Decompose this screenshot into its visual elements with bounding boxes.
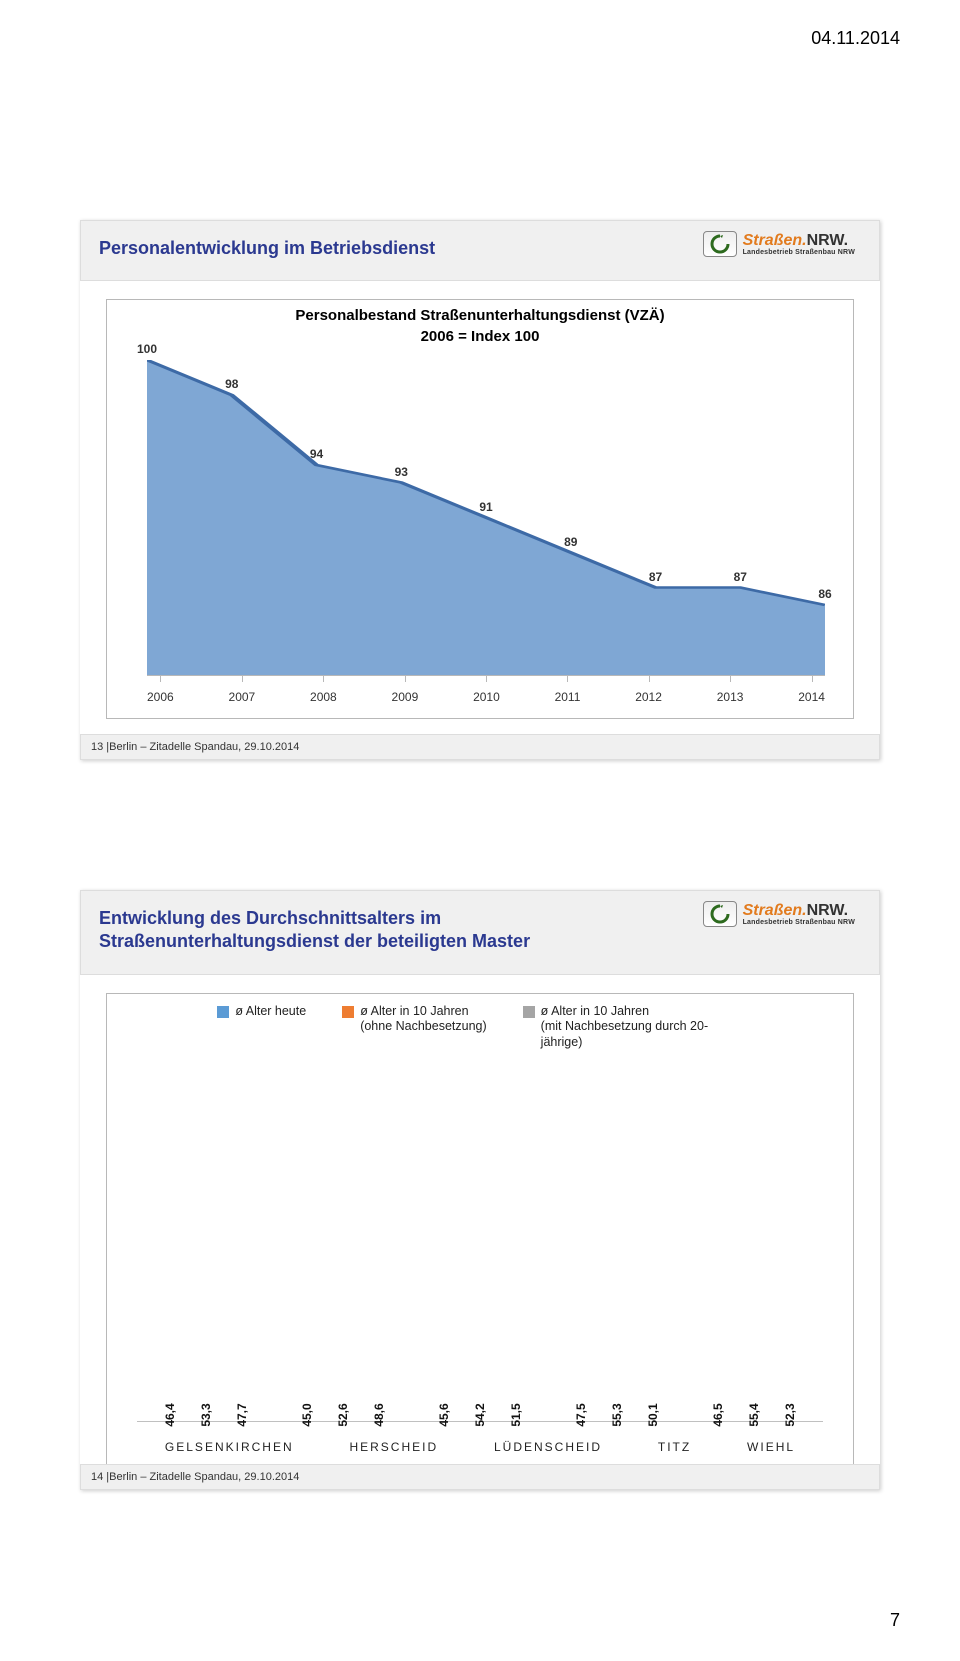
area-xaxis-tick: 2008 xyxy=(310,690,337,704)
area-chart-title-l2: 2006 = Index 100 xyxy=(421,328,540,345)
area-chart: Personalbestand Straßenunterhaltungsdien… xyxy=(106,299,854,719)
legend-item: ø Alter in 10 Jahren(mit Nachbesetzung d… xyxy=(523,1004,743,1051)
legend-item: ø Alter in 10 Jahren(ohne Nachbesetzung) xyxy=(342,1004,486,1051)
bar-value-label: 50,1 xyxy=(646,1403,660,1426)
logo-sub: Landesbetrieb Straßenbau NRW xyxy=(743,919,855,926)
area-xaxis: 2006 2007 2008 2009 2010 2011 2012 2013 2014 xyxy=(147,690,825,704)
page: 04.11.2014 7 Personalentwicklung im Betr… xyxy=(0,0,960,1661)
area-value-label: 89 xyxy=(564,535,577,553)
bar-value-label: 55,3 xyxy=(610,1403,624,1426)
bar-group-labels: GELSENKIRCHEN HERSCHEID LÜDENSCHEID TITZ WIE… xyxy=(137,1440,823,1454)
area-xaxis-tick: 2007 xyxy=(229,690,256,704)
logo-main-right: NRW. xyxy=(807,902,848,919)
bar-value-label: 47,5 xyxy=(574,1403,588,1426)
legend-label: ø Alter in 10 Jahren(ohne Nachbesetzung) xyxy=(360,1004,486,1035)
area-xaxis-tick: 2006 xyxy=(147,690,174,704)
bar-value-label: 47,7 xyxy=(235,1403,249,1426)
area-xaxis-tick: 2014 xyxy=(798,690,825,704)
bar-value-label: 51,5 xyxy=(509,1403,523,1426)
logo-main-left: Straßen. xyxy=(743,232,807,249)
area-xaxis-tick: 2012 xyxy=(635,690,662,704)
page-number: 7 xyxy=(890,1610,900,1631)
slide2-footer: 14 |Berlin – Zitadelle Spandau, 29.10.20… xyxy=(80,1464,880,1490)
logo: Straßen.NRW. Landesbetrieb Straßenbau NR… xyxy=(703,901,855,927)
slide1-footer: 13 |Berlin – Zitadelle Spandau, 29.10.20… xyxy=(80,734,880,760)
bar-group-label: HERSCHEID xyxy=(349,1440,438,1454)
area-value-label: 86 xyxy=(818,587,831,605)
area-value-label: 98 xyxy=(225,377,238,395)
legend-label: ø Alter in 10 Jahren(mit Nachbesetzung d… xyxy=(541,1004,743,1051)
area-value-label: 94 xyxy=(310,447,323,465)
bar-chart: ø Alter heute ø Alter in 10 Jahren(ohne N… xyxy=(106,993,854,1473)
legend-swatch xyxy=(217,1006,229,1018)
area-value-label: 100 xyxy=(137,342,157,360)
legend-label: ø Alter heute xyxy=(235,1004,306,1020)
logo-text: Straßen.NRW. Landesbetrieb Straßenbau NR… xyxy=(743,903,855,926)
legend-item: ø Alter heute xyxy=(217,1004,306,1051)
slide2-body: ø Alter heute ø Alter in 10 Jahren(ohne N… xyxy=(80,975,880,1483)
bar-chart-legend: ø Alter heute ø Alter in 10 Jahren(ohne N… xyxy=(107,994,853,1055)
area-xaxis-tick: 2013 xyxy=(717,690,744,704)
area-xaxis-tick: 2010 xyxy=(473,690,500,704)
area-xaxis-tick: 2011 xyxy=(555,690,581,704)
bar-value-label: 45,6 xyxy=(437,1403,451,1426)
bar-value-label: 54,2 xyxy=(473,1403,487,1426)
logo-main-left: Straßen. xyxy=(743,902,807,919)
bar-value-label: 46,5 xyxy=(711,1403,725,1426)
logo-main-right: NRW. xyxy=(807,232,848,249)
area-value-label: 91 xyxy=(479,500,492,518)
area-plot: 1009894939189878786 xyxy=(147,360,825,676)
bar-plot: 46,453,347,745,052,648,645,654,251,547,5… xyxy=(137,1054,823,1422)
bar-group-label: LÜDENSCHEID xyxy=(494,1440,602,1454)
bar-value-label: 52,6 xyxy=(336,1403,350,1426)
page-date: 04.11.2014 xyxy=(811,28,900,49)
legend-swatch xyxy=(342,1006,354,1018)
slide1-header: Personalentwicklung im Betriebsdienst St… xyxy=(80,220,880,281)
logo: Straßen.NRW. Landesbetrieb Straßenbau NR… xyxy=(703,231,855,257)
area-chart-title: Personalbestand Straßenunterhaltungsdien… xyxy=(107,306,853,347)
bar-value-label: 52,3 xyxy=(783,1403,797,1426)
logo-roundabout-icon xyxy=(703,231,737,257)
slide1-title: Personalentwicklung im Betriebsdienst xyxy=(99,237,639,260)
bar-value-label: 53,3 xyxy=(199,1403,213,1426)
slide-2: Entwicklung des Durchschnittsalters im S… xyxy=(80,890,880,1490)
area-chart-title-l1: Personalbestand Straßenunterhaltungsdien… xyxy=(295,307,664,324)
area-value-label: 93 xyxy=(395,465,408,483)
logo-text: Straßen.NRW. Landesbetrieb Straßenbau NR… xyxy=(743,233,855,256)
legend-swatch xyxy=(523,1006,535,1018)
bar-group-label: WIEHL xyxy=(747,1440,795,1454)
bar-value-label: 55,4 xyxy=(747,1403,761,1426)
bar-group-label: GELSENKIRCHEN xyxy=(165,1440,294,1454)
slide1-body: Personalbestand Straßenunterhaltungsdien… xyxy=(80,281,880,729)
slide2-title-l2: Straßenunterhaltungsdienst der beteiligt… xyxy=(99,931,530,951)
logo-roundabout-icon xyxy=(703,901,737,927)
area-value-label: 87 xyxy=(734,570,747,588)
bar-value-label: 45,0 xyxy=(300,1403,314,1426)
bar-value-label: 48,6 xyxy=(372,1403,386,1426)
slide2-header: Entwicklung des Durchschnittsalters im S… xyxy=(80,890,880,975)
slide2-title: Entwicklung des Durchschnittsalters im S… xyxy=(99,907,639,954)
slide-1: Personalentwicklung im Betriebsdienst St… xyxy=(80,220,880,760)
bar-group-label: TITZ xyxy=(658,1440,691,1454)
slide2-title-l1: Entwicklung des Durchschnittsalters im xyxy=(99,908,441,928)
bar-groups: 46,453,347,745,052,648,645,654,251,547,5… xyxy=(137,1054,823,1421)
logo-sub: Landesbetrieb Straßenbau NRW xyxy=(743,249,855,256)
area-xaxis-tick: 2009 xyxy=(392,690,419,704)
area-value-label: 87 xyxy=(649,570,662,588)
bar-value-label: 46,4 xyxy=(163,1403,177,1426)
